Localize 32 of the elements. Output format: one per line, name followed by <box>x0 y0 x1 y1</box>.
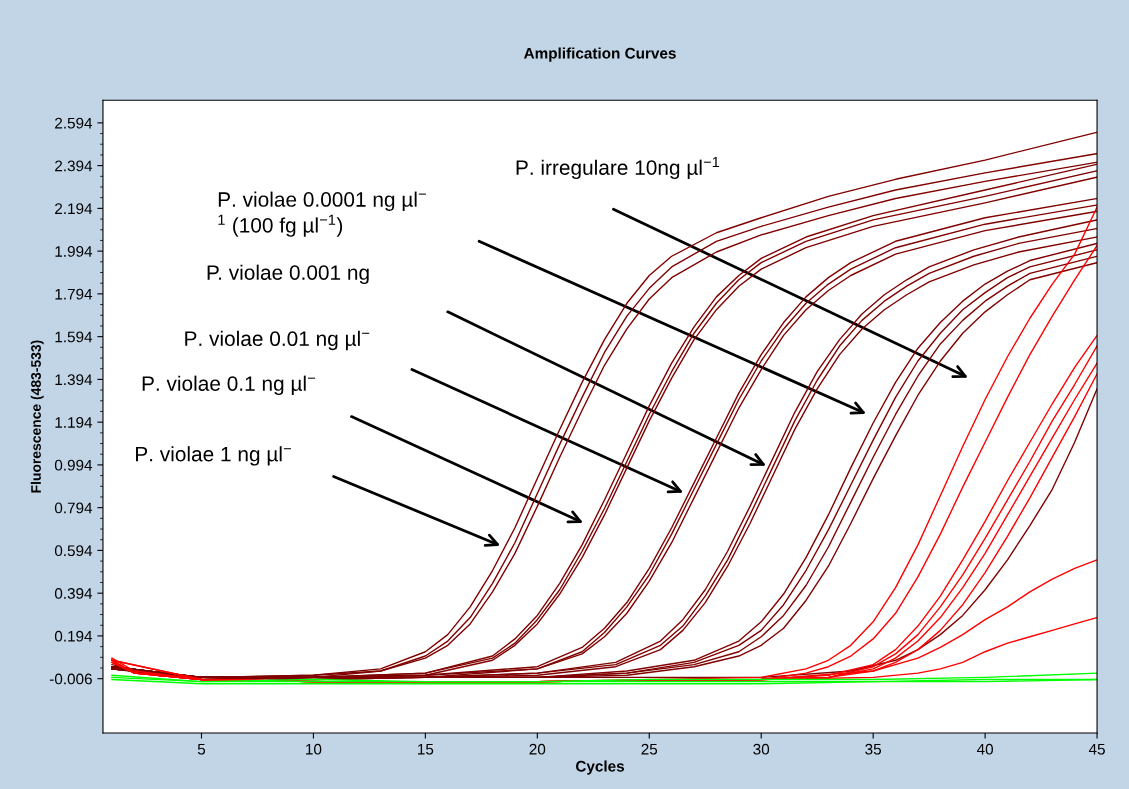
y-tick-label: 0.794 <box>54 502 93 514</box>
x-tick-label: 15 <box>418 743 434 755</box>
y-tick-label: 0.594 <box>54 545 93 557</box>
annotation: P. violae 0.01 ng µl$^{−}$ <box>185 330 370 351</box>
y-tick-label: 0.194 <box>54 630 93 642</box>
y-tick-label: 0.994 <box>54 459 93 471</box>
x-tick-label: 45 <box>1088 743 1105 755</box>
y-tick-label: -0.006 <box>49 673 92 685</box>
y-axis-title: Fluorescence (483-533) <box>30 340 44 493</box>
y-tick-label: 2.394 <box>55 160 93 172</box>
x-tick-label: 10 <box>306 743 322 755</box>
annotation: P. violae 0.001 ng <box>207 264 369 285</box>
x-tick-label: 5 <box>197 743 206 755</box>
y-tick-label: 1.194 <box>55 417 93 428</box>
y-tick-label: 1.794 <box>55 288 93 300</box>
y-tick-label: 2.594 <box>55 117 93 129</box>
y-tick-label: 1.994 <box>55 246 93 257</box>
x-tick-label: 30 <box>753 743 770 755</box>
y-tick-label: 1.594 <box>55 331 93 343</box>
chart-title: Amplification Curves <box>523 47 676 62</box>
y-tick-label: 0.394 <box>54 588 93 599</box>
x-tick-label: 40 <box>976 743 993 755</box>
annotation: P. violae 0.1 ng µl$^{−}$ <box>142 375 316 396</box>
y-tick-label: 1.394 <box>55 374 93 386</box>
x-tick-label: 25 <box>641 743 658 755</box>
x-tick-label: 35 <box>865 743 882 755</box>
x-axis-title: Cycles <box>576 760 625 775</box>
x-tick-label: 20 <box>529 743 546 755</box>
text: P. violae 0.0001 ng µl$^{−}$ $^{1}$ (100 fg µl$^{−1}$) <box>218 191 426 237</box>
annotation: P. violae 1 ng µl$^{−}$ <box>136 446 291 466</box>
annotation: P. irregulare 10ng µl$^{−1}$ <box>516 157 720 180</box>
y-tick-label: 2.194 <box>55 203 93 215</box>
